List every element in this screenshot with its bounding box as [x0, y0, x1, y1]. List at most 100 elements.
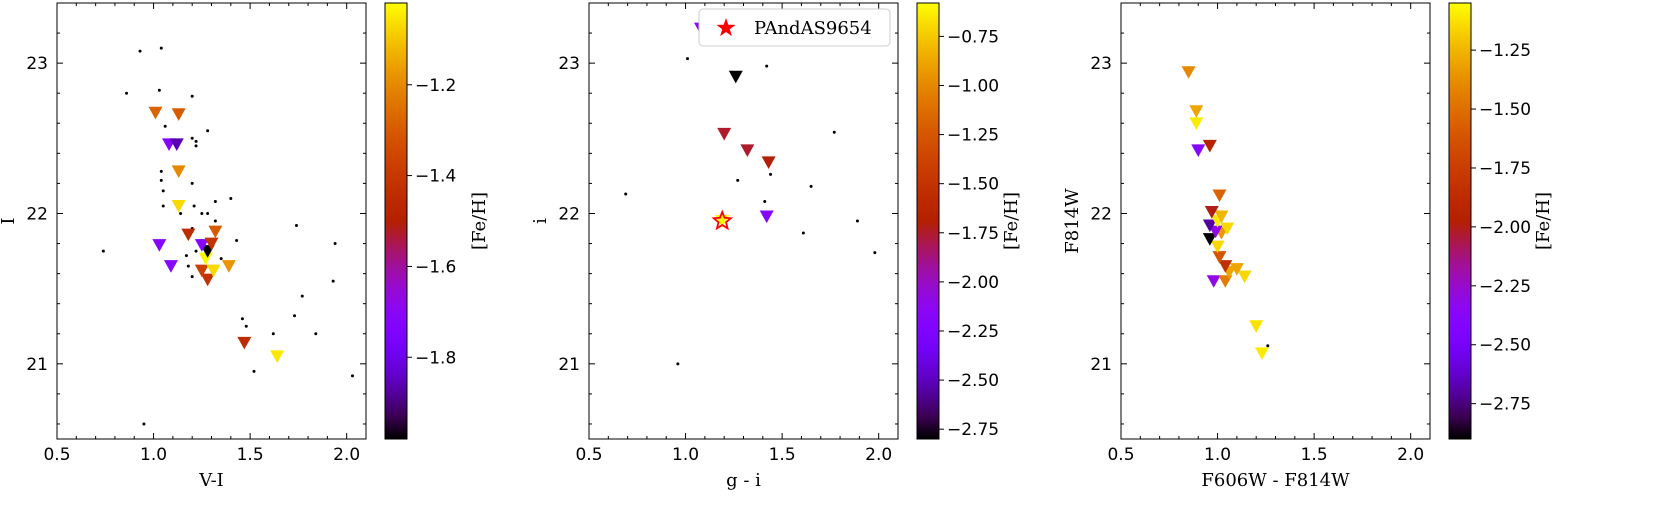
background-point — [331, 279, 335, 283]
background-point — [235, 239, 239, 243]
legend-label: PAndAS9654 — [754, 18, 872, 39]
data-point — [740, 144, 755, 157]
data-point — [194, 239, 209, 252]
background-point — [194, 144, 198, 148]
data-point — [1206, 275, 1221, 288]
colorbar-label: [Fe/H] — [1533, 192, 1554, 250]
data-point — [171, 165, 186, 179]
background-point — [157, 88, 161, 92]
data-point — [1254, 347, 1269, 360]
x-axis-label: F606W - F814W — [1201, 470, 1350, 491]
y-tick-label: 21 — [558, 355, 580, 375]
data-point — [1212, 189, 1227, 203]
background-point — [213, 199, 217, 203]
background-point — [252, 369, 256, 373]
background-point — [1266, 344, 1270, 348]
data-point — [1249, 320, 1264, 333]
data-point — [206, 264, 221, 278]
data-point — [1202, 219, 1217, 233]
plot-frame — [56, 2, 367, 440]
x-tick-label: 1.0 — [672, 445, 699, 465]
data-point — [1202, 233, 1217, 246]
data-point — [169, 138, 184, 151]
colorbar-tick-label: −2.50 — [947, 371, 999, 391]
data-point — [198, 252, 213, 266]
data-point — [200, 273, 215, 287]
data-point — [237, 336, 252, 350]
background-point — [293, 314, 297, 318]
background-point — [159, 169, 163, 173]
y-tick-label: 21 — [1090, 355, 1112, 375]
legend-star-icon — [716, 18, 736, 37]
colorbar-label: [Fe/H] — [1001, 192, 1022, 250]
star-marker — [711, 209, 734, 231]
background-point — [213, 219, 217, 223]
plot-frame — [588, 2, 899, 440]
background-point — [190, 181, 194, 185]
background-point — [350, 374, 354, 378]
colorbar-tick-label: −1.4 — [415, 167, 456, 187]
background-point — [736, 178, 740, 182]
colorbar-tick-label: −1.50 — [1479, 100, 1531, 120]
background-point — [763, 199, 767, 203]
data-point — [1181, 66, 1196, 79]
colorbar-tick-label: −1.2 — [415, 76, 456, 96]
y-axis-label: i — [530, 218, 551, 224]
colorbar-tick-label: −2.75 — [947, 420, 999, 440]
background-point — [685, 57, 689, 61]
colorbar — [916, 2, 940, 440]
data-point — [759, 210, 774, 224]
data-point — [1191, 144, 1206, 157]
data-point — [717, 127, 732, 141]
background-point — [240, 317, 244, 321]
y-tick-label: 21 — [26, 355, 48, 375]
x-tick-label: 1.5 — [769, 445, 796, 465]
background-point — [271, 332, 275, 336]
background-point — [676, 362, 680, 366]
colorbar-tick-label: −1.8 — [415, 348, 456, 368]
y-tick-label: 23 — [1090, 54, 1112, 74]
colorbar-tick-label: −1.25 — [1479, 41, 1531, 61]
background-point — [179, 211, 183, 215]
panel-1: 0.5 1.0 1.5 2.0 21 22 23 V-I I −1.2 −1.4 −1.6 −1.8 [F… — [0, 2, 490, 491]
background-point — [194, 139, 198, 143]
background-point — [801, 231, 805, 235]
background-point — [142, 422, 146, 426]
background-point — [333, 242, 337, 246]
background-point — [294, 224, 298, 228]
data-point — [1208, 225, 1223, 239]
colorbar-label: [Fe/H] — [469, 192, 490, 250]
x-tick-label: 1.0 — [1204, 445, 1231, 465]
background-point — [206, 129, 210, 133]
background-point — [244, 324, 248, 328]
plot-frame — [1120, 2, 1431, 440]
background-point — [229, 196, 233, 200]
data-point — [1214, 210, 1229, 224]
data-point — [1218, 275, 1233, 288]
data-point — [1204, 206, 1219, 219]
background-point — [161, 189, 165, 193]
data-point — [1210, 240, 1225, 254]
y-axis-label: I — [0, 217, 19, 224]
data-point — [221, 260, 236, 273]
colorbar-tick-label: −2.25 — [1479, 277, 1531, 297]
x-axis-label: g - i — [726, 470, 761, 491]
colorbar-tick-label: −1.50 — [947, 175, 999, 195]
background-point — [159, 46, 163, 50]
x-tick-label: 0.5 — [1107, 445, 1134, 465]
colorbar-tick-label: −2.00 — [947, 273, 999, 293]
background-point — [190, 275, 194, 279]
background-point — [159, 178, 163, 182]
colorbar — [384, 2, 408, 440]
data-point — [208, 225, 223, 239]
y-tick-label: 22 — [558, 204, 580, 224]
data-point — [1212, 251, 1227, 264]
colorbar-tick-label: −2.50 — [1479, 336, 1531, 356]
colorbar-tick-label: −2.75 — [1479, 395, 1531, 415]
panel-3: 0.5 1.0 1.5 2.0 21 22 23 F606W - F814W F814W −1.2… — [1062, 2, 1554, 491]
colorbar-tick-label: −1.6 — [415, 257, 456, 277]
background-point — [138, 49, 142, 53]
background-point — [163, 124, 167, 128]
background-point — [190, 136, 194, 140]
data-point — [148, 106, 163, 120]
